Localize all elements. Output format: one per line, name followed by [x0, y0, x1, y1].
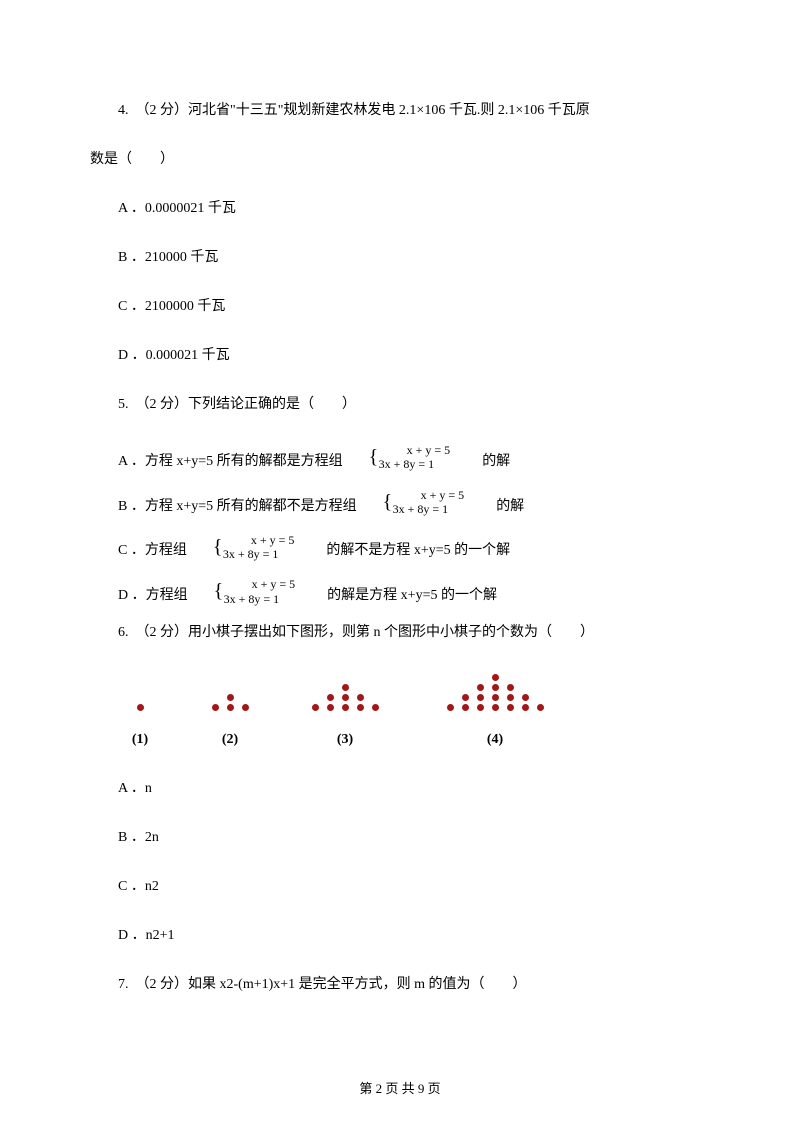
- q4-opt-b: B ．210000 千瓦: [90, 247, 710, 268]
- q6-labels: (1) (2) (3) (4): [120, 729, 710, 750]
- q5-opt-d: D ．方程组 { x + y = 5 3x + 8y = 1 的解是方程 x+y…: [90, 577, 710, 606]
- eq-row2: 3x + 8y = 1: [224, 592, 280, 606]
- eq-row2: 3x + 8y = 1: [223, 547, 279, 561]
- q5-d-pre: D ．方程组: [90, 585, 188, 606]
- equation-system-icon: { x + y = 5 3x + 8y = 1: [361, 488, 465, 517]
- equation-system-icon: { x + y = 5 3x + 8y = 1: [191, 533, 295, 562]
- q6-opt-b: B ．2n: [90, 827, 710, 848]
- eq-row2: 3x + 8y = 1: [393, 502, 449, 516]
- q6-opt-c: C ．n2: [90, 876, 710, 897]
- eq-row1: x + y = 5: [251, 533, 295, 547]
- fig-label-1: (1): [120, 729, 160, 750]
- q5-b-pre: B ．方程 x+y=5 所有的解都不是方程组: [90, 496, 357, 517]
- q5-a-post: 的解: [454, 451, 510, 472]
- q6-text: 6. （2 分）用小棋子摆出如下图形，则第 n 个图形中小棋子的个数为（ ）: [90, 622, 710, 643]
- eq-row1: x + y = 5: [421, 488, 465, 502]
- fig-2: [200, 691, 260, 711]
- q4-line2: 数是（ ）: [90, 149, 710, 170]
- fig-label-2: (2): [200, 729, 260, 750]
- q4-opt-d: D ．0.000021 千瓦: [90, 345, 710, 366]
- q5-b-post: 的解: [468, 496, 524, 517]
- eq-row2: 3x + 8y = 1: [379, 457, 435, 471]
- q5-c-pre: C ．方程组: [90, 540, 187, 561]
- page-footer: 第 2 页 共 9 页: [0, 1079, 800, 1099]
- q4-line1: 4. （2 分）河北省"十三五"规划新建农林发电 2.1×106 千瓦.则 2.…: [90, 100, 710, 121]
- q6-figures: [120, 671, 710, 711]
- eq-row1: x + y = 5: [407, 443, 451, 457]
- q6-opt-d: D ．n2+1: [90, 925, 710, 946]
- q5-d-post: 的解是方程 x+y=5 的一个解: [299, 585, 497, 606]
- q4-opt-a: A ．0.0000021 千瓦: [90, 198, 710, 219]
- equation-system-icon: { x + y = 5 3x + 8y = 1: [347, 443, 451, 472]
- equation-system-icon: { x + y = 5 3x + 8y = 1: [192, 577, 296, 606]
- q5-c-post: 的解不是方程 x+y=5 的一个解: [298, 540, 510, 561]
- fig-1: [120, 701, 160, 711]
- q5-opt-c: C ．方程组 { x + y = 5 3x + 8y = 1 的解不是方程 x+…: [90, 533, 710, 562]
- q5-opt-a: A ．方程 x+y=5 所有的解都是方程组 { x + y = 5 3x + 8…: [90, 443, 710, 472]
- q4-opt-c: C ．2100000 千瓦: [90, 296, 710, 317]
- q7-text: 7. （2 分）如果 x2-(m+1)x+1 是完全平方式，则 m 的值为（ ）: [90, 974, 710, 995]
- fig-4: [430, 671, 560, 711]
- fig-3: [300, 681, 390, 711]
- eq-row1: x + y = 5: [252, 577, 296, 591]
- fig-label-3: (3): [300, 729, 390, 750]
- q5-opt-b: B ．方程 x+y=5 所有的解都不是方程组 { x + y = 5 3x + …: [90, 488, 710, 517]
- q5-text: 5. （2 分）下列结论正确的是（ ）: [90, 394, 710, 415]
- fig-label-4: (4): [430, 729, 560, 750]
- q5-a-pre: A ．方程 x+y=5 所有的解都是方程组: [90, 451, 343, 472]
- q6-opt-a: A ．n: [90, 778, 710, 799]
